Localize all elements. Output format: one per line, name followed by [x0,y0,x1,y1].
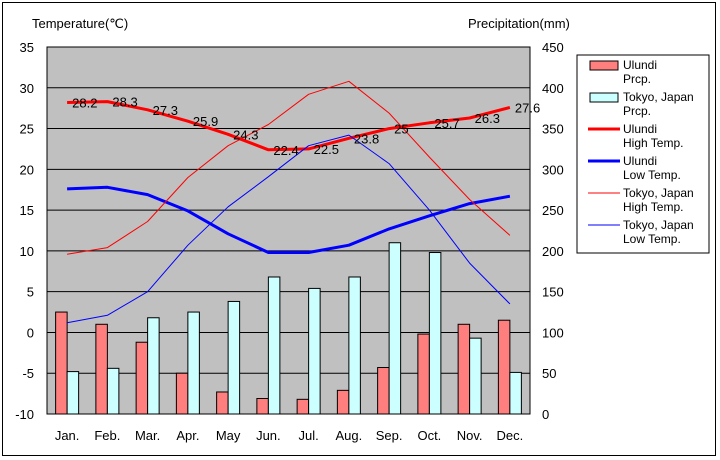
x-tick-label: Jun. [256,428,281,443]
data-label: 22.5 [314,142,339,157]
legend-label: Tokyo, Japan [623,90,694,104]
right-axis-label: Precipitation(mm) [468,16,570,31]
x-tick-label: Nov. [457,428,483,443]
x-tick-label: May [216,428,241,443]
right-tick-label: 350 [542,122,564,137]
precip-bar [509,371,522,415]
temp-line [67,80,511,255]
legend-swatch [589,60,619,71]
data-label: 25.9 [193,114,218,129]
precip-bar [296,398,310,415]
precip-bar [336,389,350,415]
precip-bar [308,287,321,415]
data-label: 23.8 [354,131,379,146]
legend-label: Low Temp. [623,232,681,246]
precip-bar [227,300,241,415]
x-tick-label: Jan. [55,428,80,443]
left-axis-label: Temperature(℃) [32,16,128,31]
legend-label: Prcp. [623,72,651,86]
legend-label: Ulundi [623,58,657,72]
precip-bar [66,371,80,415]
precip-bar [135,341,149,415]
right-tick-label: 100 [542,325,564,340]
precip-bar [348,276,361,415]
precip-bar [55,311,68,415]
bars [55,242,522,415]
left-tick-label: 20 [20,162,34,177]
legend-label: High Temp. [623,200,683,214]
precip-bar [428,252,442,415]
precip-bar [267,276,281,415]
data-label: 25 [394,122,408,137]
data-label: 25.7 [434,116,459,131]
x-tick-label: Sep. [376,428,403,443]
precip-bar [95,323,108,415]
plot-area [46,46,531,415]
x-tick-label: Jul. [299,428,319,443]
left-tick-label: -10 [15,407,34,422]
precip-bar [417,333,430,415]
right-axis-ticks: 0 50 100 150 200 250 300 350 400 450 [542,40,564,422]
precip-bar [256,398,269,415]
x-tick-label: Feb. [94,428,120,443]
legend-label: Low Temp. [623,168,681,182]
right-tick-label: 250 [542,203,564,218]
left-tick-label: 15 [20,203,34,218]
left-tick-label: 30 [20,81,34,96]
legend-label: Ulundi [623,154,657,168]
data-label: 24.3 [233,127,258,142]
legend-label: High Temp. [623,136,683,150]
right-tick-label: 0 [542,407,549,422]
data-label: 28.3 [112,95,137,110]
legend-swatch [589,92,619,103]
data-label: 22.4 [273,143,298,158]
left-tick-label: 35 [20,40,34,55]
left-axis-ticks: -10 -5 0 5 10 15 20 25 30 35 [15,40,34,422]
x-tick-label: Dec. [497,428,524,443]
precip-bar [106,367,120,415]
precip-bar [187,311,200,415]
x-tick-label: Apr. [176,428,199,443]
legend-label: Ulundi [623,122,657,136]
x-axis-ticks: Jan. Feb. Mar. Apr. May Jun. Jul. Aug. Sep. Oct. N… [55,428,523,443]
precip-bar [377,367,390,415]
legend-label: Tokyo, Japan [623,218,694,232]
data-labels: 28.2 28.3 27.3 25.9 24.3 22.4 22.5 23.8 25 25.7 26… [72,95,540,158]
left-tick-label: 25 [20,122,34,137]
right-tick-label: 150 [542,285,564,300]
x-tick-label: Aug. [336,428,363,443]
data-label: 26.3 [475,111,500,126]
right-tick-label: 450 [542,40,564,55]
right-tick-label: 200 [542,244,564,259]
legend-label: Prcp. [623,104,651,118]
data-label: 27.6 [515,100,540,115]
precip-bar [175,372,189,415]
precip-bar [497,319,511,415]
x-tick-label: Oct. [417,428,441,443]
x-tick-label: Mar. [135,428,160,443]
data-label: 27.3 [153,103,178,118]
precip-bar [147,317,160,415]
precip-bar [469,337,482,415]
legend-label: Tokyo, Japan [623,186,694,200]
data-label: 28.2 [72,95,97,110]
precip-bar [388,242,402,415]
left-tick-label: 10 [20,244,34,259]
left-tick-label: 0 [27,325,34,340]
lines [67,80,511,324]
right-tick-label: 400 [542,81,564,96]
left-tick-label: -5 [22,366,34,381]
precip-bar [216,391,229,415]
temp-line [67,100,511,152]
temp-line [67,134,511,324]
right-tick-label: 300 [542,162,564,177]
precip-bar [457,323,471,415]
temp-line [67,185,511,254]
left-tick-label: 5 [27,285,34,300]
legend-box [576,54,710,254]
right-tick-label: 50 [542,366,556,381]
